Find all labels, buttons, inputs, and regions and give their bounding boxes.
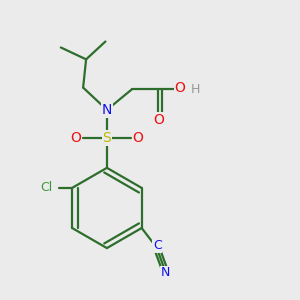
Text: O: O bbox=[153, 113, 164, 127]
Text: O: O bbox=[132, 131, 143, 145]
Text: N: N bbox=[102, 103, 112, 117]
Text: N: N bbox=[161, 266, 170, 279]
Text: H: H bbox=[191, 82, 200, 96]
Text: S: S bbox=[103, 131, 111, 145]
Text: O: O bbox=[175, 82, 185, 95]
Text: C: C bbox=[153, 239, 162, 252]
Text: O: O bbox=[70, 131, 81, 145]
Text: Cl: Cl bbox=[40, 182, 52, 194]
